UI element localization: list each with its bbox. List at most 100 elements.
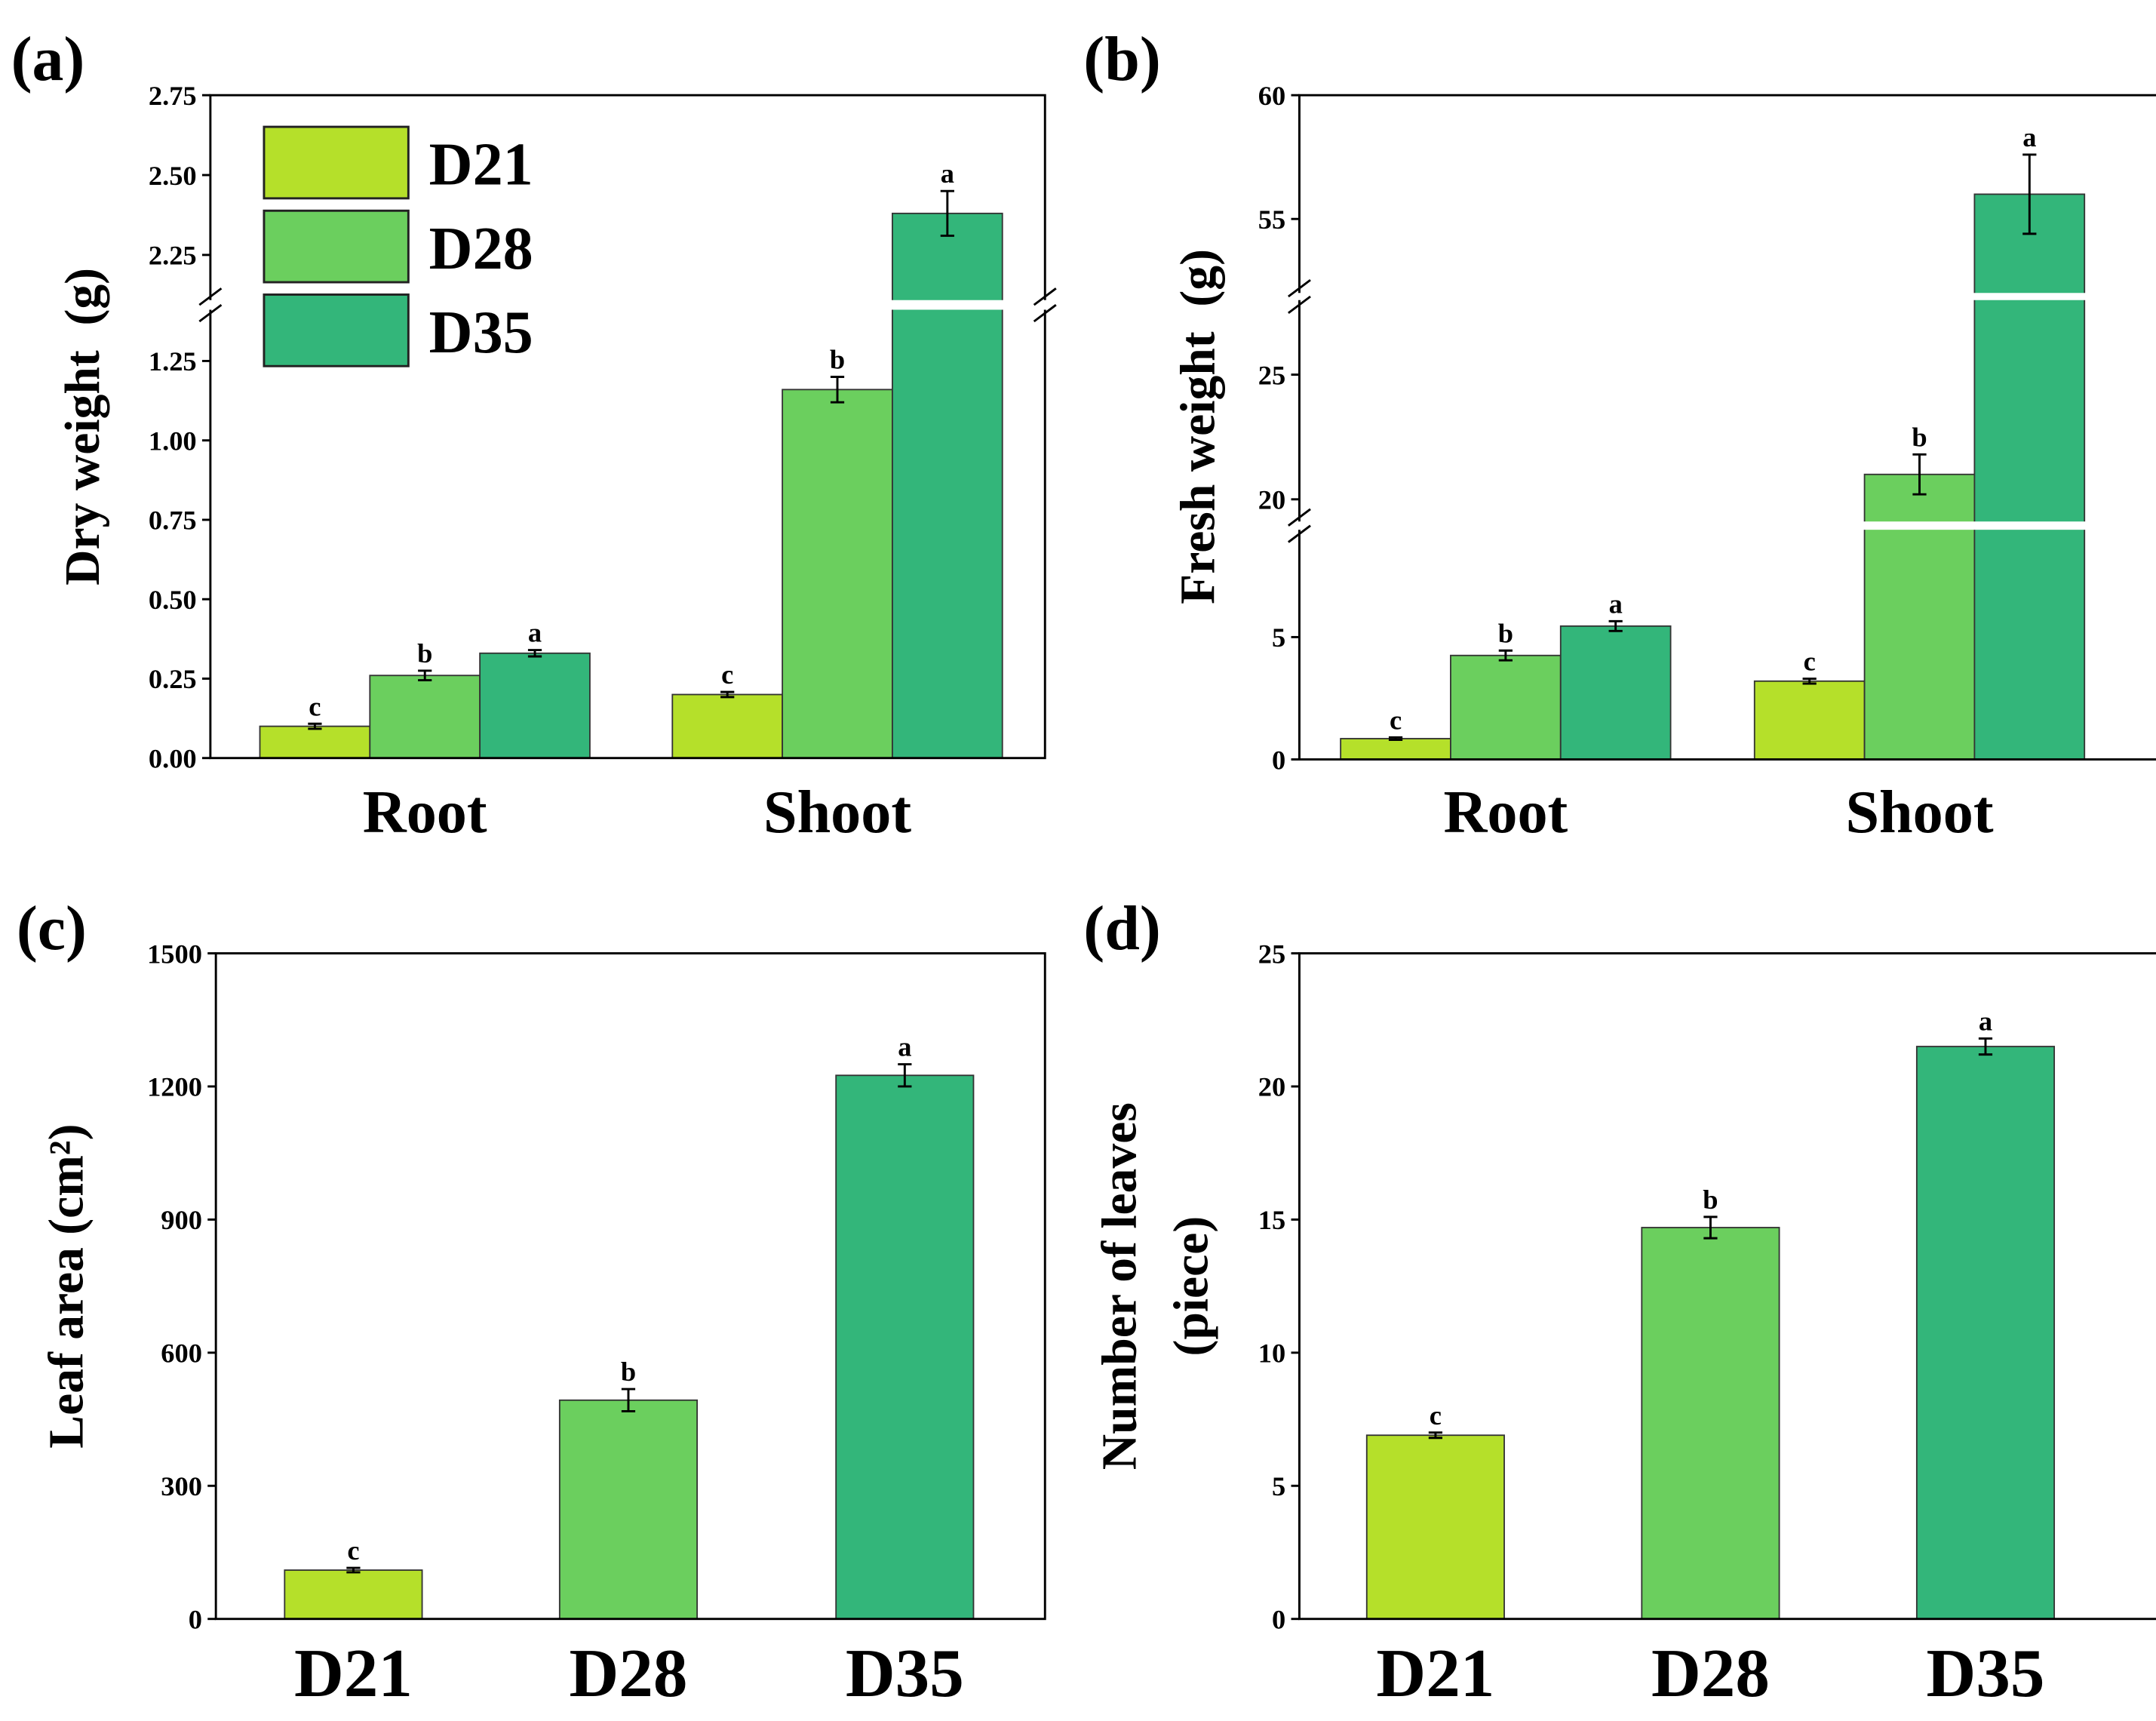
y-tick-label: 2.50 xyxy=(149,161,197,191)
bar-shoot-d21 xyxy=(1753,680,1866,761)
x-category-label: D21 xyxy=(1376,1635,1494,1711)
y-tick-label: 0.75 xyxy=(149,506,197,536)
significance-letter: b xyxy=(621,1357,636,1387)
significance-letter: c xyxy=(347,1535,359,1566)
y-axis-title: Fresh weight (g) xyxy=(1171,249,1225,604)
axis-break-gap xyxy=(1285,521,2156,530)
significance-letter: c xyxy=(721,659,733,690)
x-category-label: Shoot xyxy=(1845,779,1993,846)
axis-break-mark xyxy=(1033,303,1057,323)
y-tick-label: 20 xyxy=(1258,1072,1285,1102)
y-tick-label: 300 xyxy=(161,1471,202,1501)
x-category-label: D28 xyxy=(570,1635,688,1711)
significance-letter: a xyxy=(941,158,954,189)
y-tick-label: 5 xyxy=(1272,622,1285,653)
y-tick-label: 0.50 xyxy=(149,585,197,615)
axis-break-mark xyxy=(198,287,223,306)
bar-shoot-d21 xyxy=(671,693,784,759)
y-tick-label: 60 xyxy=(1258,81,1285,111)
legend-label: D28 xyxy=(429,216,533,282)
y-tick-label: 10 xyxy=(1258,1338,1285,1369)
significance-letter: c xyxy=(1430,1400,1442,1431)
panel-a: (a) c c b b a a 0.00 0.25 0.50 0.75 1.00 1.25 2.25 2.5… xyxy=(11,24,1059,846)
panel-b: (b) c c b b a a 0 5 20 25 55 60 Root Shoot Fresh weight… xyxy=(1083,24,2156,846)
y-tick-label: 25 xyxy=(1258,939,1285,969)
bar-root-d35 xyxy=(479,652,591,759)
x-category-label: Root xyxy=(363,779,487,846)
bar-d35 xyxy=(1915,1046,2056,1620)
legend-swatch-d28 xyxy=(263,209,410,284)
x-category-label: D35 xyxy=(1927,1635,2045,1711)
y-tick-label: 1.25 xyxy=(149,346,197,376)
axis-break-mark xyxy=(198,303,223,323)
bar-root-d21 xyxy=(259,725,371,759)
x-category-label: D21 xyxy=(294,1635,413,1711)
bar-shoot-d28 xyxy=(782,389,893,759)
significance-letter: a xyxy=(2022,122,2036,152)
plot-frame xyxy=(1298,94,2156,761)
y-tick-label: 15 xyxy=(1258,1205,1285,1235)
y-tick-label: 900 xyxy=(161,1205,202,1235)
y-axis-title: (piece) xyxy=(1164,1216,1218,1357)
bar-root-d28 xyxy=(1450,654,1562,761)
x-category-label: D35 xyxy=(846,1635,964,1711)
bar-d21 xyxy=(284,1569,423,1620)
legend-label: D21 xyxy=(429,132,533,198)
axis-break-gap xyxy=(196,300,1059,310)
bar-root-d28 xyxy=(369,675,481,759)
significance-letter: b xyxy=(830,345,845,375)
significance-letter: c xyxy=(1390,705,1402,735)
legend-label: D35 xyxy=(429,300,533,366)
axis-break-mark xyxy=(1287,524,1311,543)
y-tick-label: 1.00 xyxy=(149,426,197,456)
y-axis-title: Leaf area (cm²) xyxy=(39,1124,94,1449)
legend: D21 D28 D35 xyxy=(263,125,533,367)
y-tick-label: 2.25 xyxy=(149,241,197,271)
y-axis-title: Number of leaves xyxy=(1093,1102,1147,1470)
significance-letter: a xyxy=(898,1032,911,1062)
bar-shoot-d28 xyxy=(1863,473,1976,761)
y-axis-title: Dry weight (g) xyxy=(56,268,110,585)
bar-root-d35 xyxy=(1559,625,1672,761)
axis-break-gap xyxy=(1285,293,2156,300)
significance-letter: a xyxy=(1979,1006,1992,1037)
panel-label: (d) xyxy=(1083,893,1160,963)
panel-c: (c) c b a 0 300 600 900 1200 1500 D21 D28 D35 Leaf ar… xyxy=(17,893,1046,1711)
legend-swatch-d21 xyxy=(263,125,410,200)
plot-frame xyxy=(214,952,1046,1621)
significance-letter: b xyxy=(1498,618,1513,648)
significance-letter: c xyxy=(309,691,321,721)
y-tick-label: 600 xyxy=(161,1338,202,1369)
y-tick-label: 0 xyxy=(1272,1604,1285,1634)
axis-break-mark xyxy=(1033,287,1057,306)
y-tick-label: 20 xyxy=(1258,485,1285,515)
significance-letter: a xyxy=(528,618,542,648)
y-tick-label: 2.75 xyxy=(149,81,197,111)
significance-letter: b xyxy=(417,638,432,668)
panel-d: (d) c b a 0 5 10 15 20 25 D21 D28 D35 Number of leave… xyxy=(1083,893,2156,1711)
x-category-label: D28 xyxy=(1651,1635,1770,1711)
y-tick-label: 1200 xyxy=(147,1072,202,1102)
bar-d35 xyxy=(835,1074,975,1620)
y-tick-label: 0 xyxy=(189,1604,202,1634)
significance-letter: b xyxy=(1912,422,1927,452)
significance-letter: c xyxy=(1804,647,1816,677)
y-tick-label: 1500 xyxy=(147,939,202,969)
bar-d21 xyxy=(1365,1434,1505,1620)
panel-label: (a) xyxy=(11,24,85,94)
y-tick-label: 25 xyxy=(1258,360,1285,390)
axis-break-mark xyxy=(1287,295,1311,315)
plot-frame xyxy=(209,94,1046,760)
significance-letter: a xyxy=(1609,589,1623,619)
x-category-label: Shoot xyxy=(763,779,911,846)
bar-d28 xyxy=(558,1399,699,1620)
bar-shoot-d35 xyxy=(892,212,1003,759)
legend-swatch-d35 xyxy=(263,293,410,367)
y-tick-label: 0.00 xyxy=(149,743,197,773)
axis-break-mark xyxy=(1287,278,1311,298)
plot-frame xyxy=(1298,952,2156,1621)
y-tick-label: 0 xyxy=(1272,745,1285,775)
bar-shoot-d35 xyxy=(1973,193,2086,761)
x-category-label: Root xyxy=(1443,779,1568,846)
